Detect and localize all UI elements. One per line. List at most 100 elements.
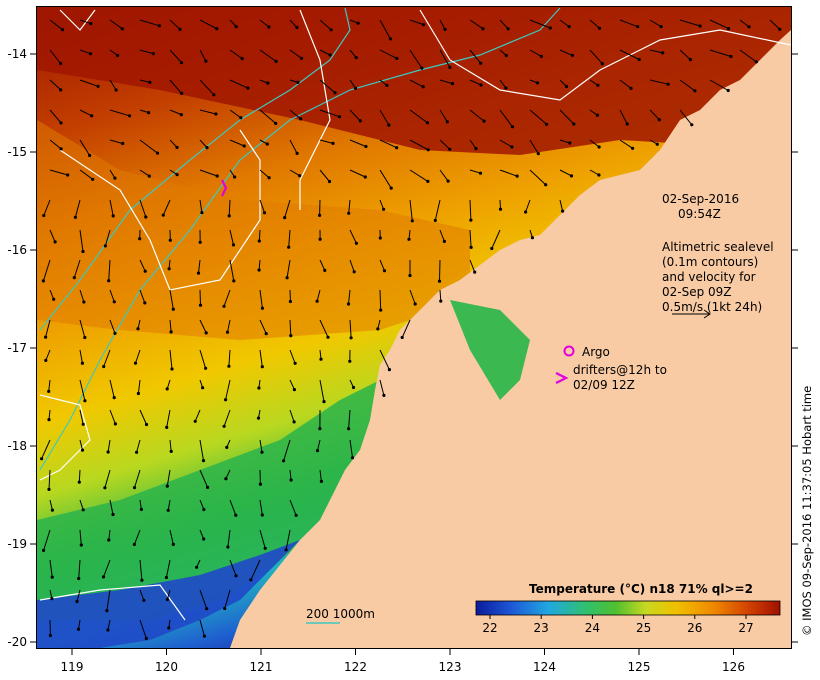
velocity-arrow xyxy=(529,169,547,186)
velocity-arrow xyxy=(409,49,423,69)
lat-tick-label: -14 xyxy=(7,47,27,61)
velocity-arrow-head xyxy=(421,85,425,89)
velocity-arrow-head xyxy=(350,456,355,460)
colorbar-tick-label: 27 xyxy=(738,621,753,635)
velocity-arrow-head xyxy=(506,27,510,31)
velocity-arrow-head xyxy=(318,427,322,431)
velocity-arrow xyxy=(109,139,123,144)
velocity-arrow xyxy=(469,259,476,273)
velocity-arrow xyxy=(709,19,729,30)
velocity-scale-arrow xyxy=(672,309,711,319)
velocity-arrow-head xyxy=(285,276,289,280)
velocity-arrow-head xyxy=(232,279,236,283)
velocity-arrow xyxy=(228,199,231,216)
velocity-arrow xyxy=(259,499,263,516)
velocity-arrow xyxy=(409,79,424,88)
lon-tick-label: 122 xyxy=(344,660,367,674)
lon-tick-label: 119 xyxy=(61,660,84,674)
velocity-arrow xyxy=(134,469,141,488)
velocity-arrow xyxy=(167,499,171,511)
velocity-arrow-head xyxy=(72,276,76,280)
velocity-arrow-head xyxy=(47,418,51,422)
velocity-arrow xyxy=(589,49,603,64)
velocity-arrow-head xyxy=(179,61,184,65)
velocity-arrow-head xyxy=(600,62,604,66)
velocity-arrow xyxy=(559,49,573,56)
argo-marker[interactable] xyxy=(563,345,575,357)
velocity-arrow xyxy=(499,139,513,148)
velocity-arrow xyxy=(283,439,291,461)
velocity-arrow xyxy=(434,199,441,221)
velocity-arrow xyxy=(79,79,99,87)
velocity-arrow-head xyxy=(121,141,125,146)
velocity-arrow xyxy=(49,139,62,150)
velocity-arrow xyxy=(379,259,385,271)
velocity-arrow-head xyxy=(295,151,299,155)
drifter-label-line-2: 02/09 12Z xyxy=(573,378,635,392)
velocity-arrow xyxy=(169,439,172,452)
velocity-arrow xyxy=(409,109,428,124)
velocity-arrow-head xyxy=(567,25,571,29)
velocity-arrow-head xyxy=(688,58,693,62)
velocity-arrow-head xyxy=(421,23,426,27)
velocity-arrow-head xyxy=(379,308,383,312)
velocity-arrow xyxy=(108,529,111,541)
velocity-arrow-head xyxy=(223,606,227,611)
velocity-arrow xyxy=(319,109,340,118)
legend-line-2: (0.1m contours) xyxy=(662,255,758,269)
velocity-arrow-head xyxy=(101,575,106,579)
velocity-arrow xyxy=(199,589,208,609)
velocity-arrow xyxy=(439,19,446,30)
velocity-arrow-head xyxy=(50,575,54,579)
velocity-arrow xyxy=(79,19,91,25)
velocity-arrow-head xyxy=(175,145,179,149)
velocity-arrow xyxy=(409,199,413,221)
velocity-arrow-head xyxy=(288,299,292,304)
velocity-arrow-head xyxy=(425,121,429,125)
velocity-arrow-head xyxy=(349,336,353,340)
velocity-arrow xyxy=(409,289,416,305)
velocity-arrow xyxy=(439,139,451,150)
velocity-arrow-head xyxy=(282,459,286,463)
velocity-arrow-head xyxy=(227,364,231,368)
lon-tick-label: 126 xyxy=(722,660,745,674)
velocity-arrow-head xyxy=(59,88,63,92)
velocity-arrow xyxy=(289,349,296,364)
velocity-arrow xyxy=(289,169,300,177)
velocity-arrow xyxy=(379,109,390,126)
velocity-arrow xyxy=(349,169,366,178)
velocity-arrow-head xyxy=(114,88,118,92)
velocity-arrow xyxy=(259,169,270,179)
velocity-arrow-head xyxy=(169,330,173,334)
velocity-arrow-head xyxy=(202,507,206,512)
velocity-arrow xyxy=(499,19,509,30)
velocity-arrow-head xyxy=(284,548,288,552)
velocity-arrow-head xyxy=(258,482,262,486)
velocity-arrow-head xyxy=(442,239,446,243)
velocity-arrow xyxy=(136,439,141,453)
velocity-arrow xyxy=(439,109,448,123)
velocity-arrow xyxy=(49,79,62,91)
velocity-arrow-head xyxy=(165,387,169,391)
velocity-arrow xyxy=(139,259,146,272)
velocity-arrow-head xyxy=(60,28,65,32)
velocity-arrow-head xyxy=(481,27,485,31)
velocity-arrow xyxy=(379,379,385,396)
velocity-arrow xyxy=(259,319,267,334)
velocity-arrow xyxy=(199,289,201,306)
velocity-arrow-head xyxy=(148,80,152,84)
velocity-arrow-head xyxy=(112,300,116,304)
velocity-arrow-head xyxy=(89,22,93,26)
velocity-arrow-head xyxy=(778,27,782,31)
velocity-arrow-head xyxy=(175,173,179,177)
velocity-arrow xyxy=(79,229,84,252)
velocity-arrow xyxy=(49,109,62,124)
drifter-marker[interactable] xyxy=(555,372,569,384)
velocity-arrow xyxy=(79,49,91,55)
velocity-arrow xyxy=(109,409,116,425)
colorbar-tick-label: 22 xyxy=(482,621,497,635)
velocity-arrow-head xyxy=(40,457,44,461)
velocity-arrow xyxy=(166,409,171,428)
velocity-arrow xyxy=(619,19,638,28)
velocity-arrow xyxy=(106,589,111,611)
